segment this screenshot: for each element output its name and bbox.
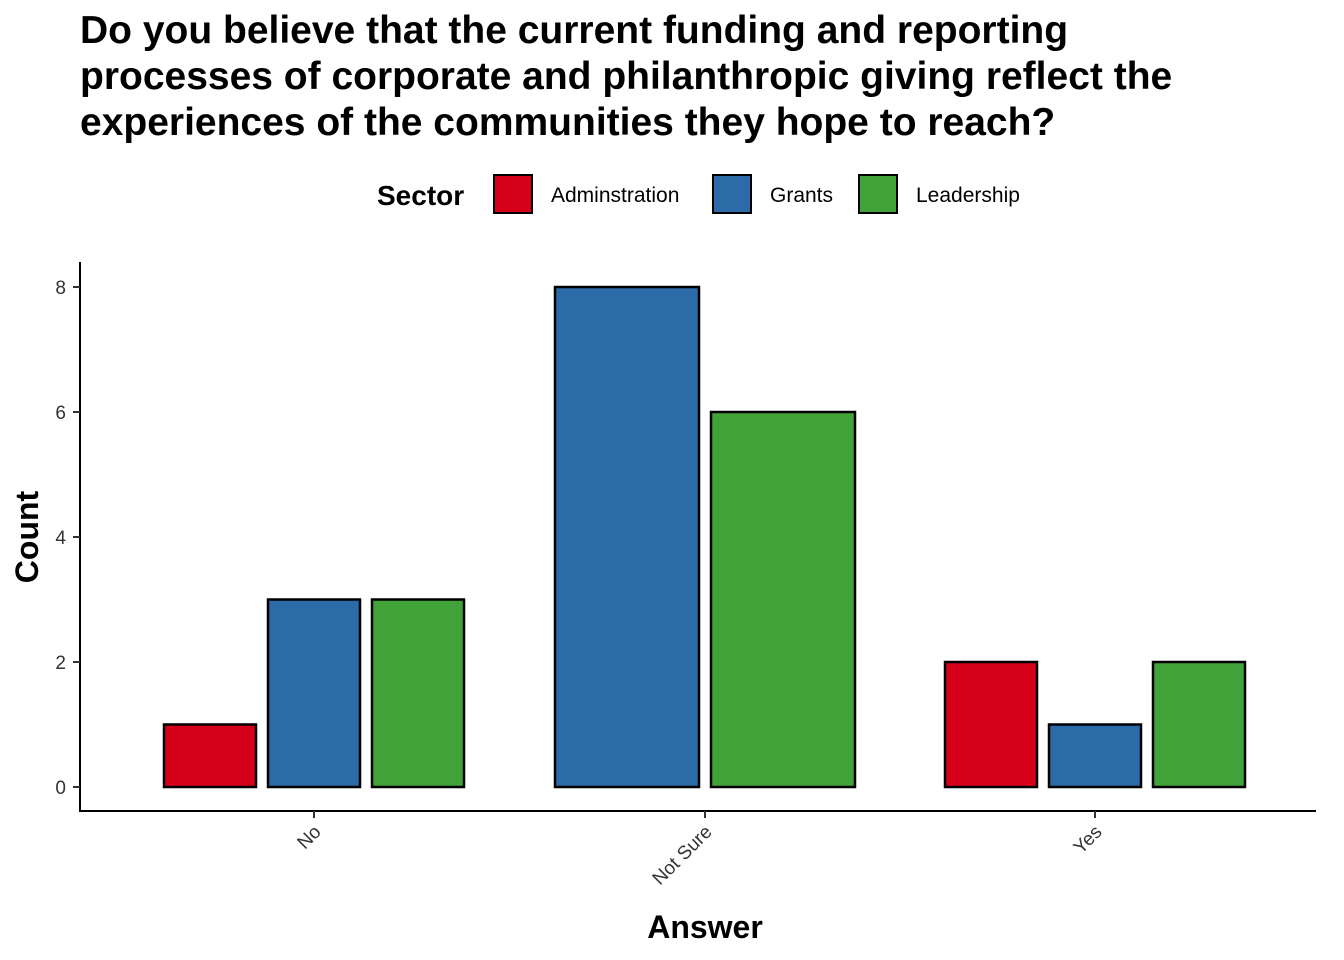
y-tick-label: 4: [55, 528, 66, 549]
chart-title-line: experiences of the communities they hope…: [80, 101, 1056, 144]
legend-swatch: [712, 174, 752, 214]
y-axis-ticks: 0 2 4 6 8: [55, 278, 80, 799]
chart-legend: Sector Adminstration Grants Leadership: [0, 172, 1344, 220]
bar-no-adminstration: [162, 723, 258, 789]
legend-swatch: [493, 174, 533, 214]
chart-title-line: processes of corporate and philanthropic…: [80, 55, 1173, 98]
legend-label: Grants: [770, 184, 834, 207]
legend-title: Sector: [377, 180, 465, 211]
x-axis-title: Answer: [647, 909, 763, 945]
x-axis-ticks: No Not Sure Yes: [294, 811, 1107, 890]
bar-yes-leadership: [1151, 660, 1247, 789]
x-tick-label: Yes: [1070, 822, 1107, 859]
y-tick-label: 2: [55, 653, 66, 674]
y-tick-label: 8: [55, 278, 66, 299]
legend-label: Leadership: [916, 184, 1020, 207]
bar-yes-adminstration: [943, 660, 1039, 789]
legend-swatch: [858, 174, 898, 214]
y-tick-label: 6: [55, 403, 66, 424]
bar-yes-grants: [1047, 723, 1143, 789]
legend-label: Adminstration: [551, 184, 680, 207]
bar-not-sure-grants: [553, 285, 701, 789]
bar-not-sure-leadership: [709, 410, 857, 789]
y-tick-label: 0: [55, 778, 66, 799]
x-tick-label: No: [294, 822, 326, 854]
y-axis-title: Count: [9, 490, 45, 583]
x-tick-label: Not Sure: [649, 822, 717, 890]
chart-title-line: Do you believe that the current funding …: [80, 9, 1069, 52]
bar-no-leadership: [370, 598, 466, 789]
bar-no-grants: [266, 598, 362, 789]
plot-bars: [162, 285, 1247, 789]
chart-title: Do you believe that the current funding …: [80, 8, 1320, 146]
